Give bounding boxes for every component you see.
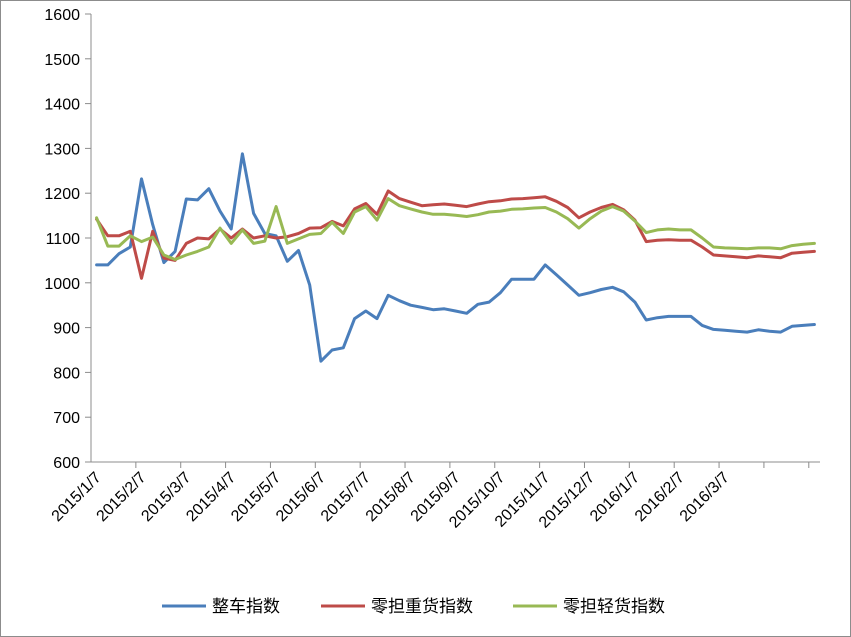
y-tick-label: 600 xyxy=(53,455,80,472)
y-tick-label: 700 xyxy=(53,410,80,427)
series-line-2 xyxy=(95,197,816,261)
legend-label-0: 整车指数 xyxy=(212,597,280,617)
y-tick-label: 1400 xyxy=(44,97,80,114)
series-line-0 xyxy=(95,152,816,363)
y-tick-label: 1600 xyxy=(44,7,80,24)
series-lines xyxy=(95,152,816,363)
series-line-1 xyxy=(95,189,816,280)
y-tick-label: 1100 xyxy=(46,231,81,248)
legend: 整车指数 零担重货指数 零担轻货指数 xyxy=(162,597,665,617)
y-tick-label: 800 xyxy=(53,365,80,382)
legend-label-2: 零担轻货指数 xyxy=(563,597,665,617)
x-ticks: 2015/1/72015/2/72015/3/72015/4/72015/5/7… xyxy=(49,462,810,532)
y-tick-label: 1500 xyxy=(44,52,80,69)
y-tick-label: 1300 xyxy=(44,141,80,158)
legend-label-1: 零担重货指数 xyxy=(371,597,473,617)
y-tick-label: 900 xyxy=(53,321,80,338)
x-tick-label: 2016/3/7 xyxy=(677,469,733,525)
y-tick-label: 1000 xyxy=(44,276,80,293)
y-tick-label: 1200 xyxy=(44,186,80,203)
y-ticks: 600 700 800 900 1000 1100 1200 1300 1400 1500 1600 xyxy=(44,7,91,472)
